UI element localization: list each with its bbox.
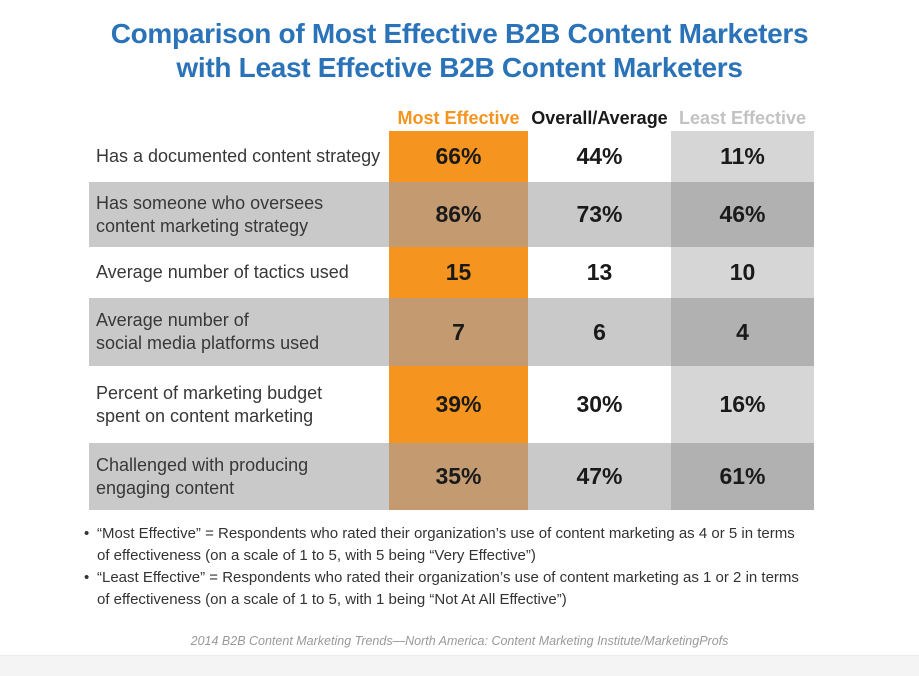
footnote-least-effective: • “Least Effective” = Respondents who rat… — [84, 567, 874, 611]
page-title: Comparison of Most Effective B2B Content… — [0, 17, 919, 85]
comparison-table: Has a documented content strategy 66% 44… — [89, 131, 814, 510]
value-most-effective: 35% — [389, 443, 528, 510]
value-overall-average: 6 — [528, 298, 671, 366]
value-most-effective: 66% — [389, 131, 528, 182]
row-label: Has a documented content strategy — [89, 131, 389, 182]
value-overall-average: 47% — [528, 443, 671, 510]
column-header-most-effective: Most Effective — [397, 108, 520, 128]
footnote-line: • “Most Effective” = Respondents who rate… — [84, 523, 874, 545]
row-label-line: spent on content marketing — [96, 405, 314, 426]
footnote-line: of effectiveness (on a scale of 1 to 5, … — [97, 591, 567, 608]
footnote-line: of effectiveness (on a scale of 1 to 5, … — [97, 547, 536, 564]
table-row: Has someone who oversees content marketi… — [89, 182, 814, 247]
row-label-line: Has a documented content strategy — [96, 146, 381, 166]
row-label-line: Average number of tactics used — [96, 262, 349, 282]
table-row: Has a documented content strategy 66% 44… — [89, 131, 814, 182]
table-row: Average number of social media platforms… — [89, 298, 814, 366]
value-most-effective: 39% — [389, 366, 528, 443]
table-row: Percent of marketing budget spent on con… — [89, 366, 814, 443]
page-title-line-1: Comparison of Most Effective B2B Content… — [110, 18, 809, 49]
value-most-effective: 15 — [389, 247, 528, 298]
value-least-effective: 16% — [671, 366, 814, 443]
row-label-line: Has someone who oversees — [96, 192, 324, 213]
value-overall-average: 13 — [586, 259, 613, 285]
value-least-effective: 61% — [671, 443, 814, 510]
table-row: Average number of tactics used 15 13 10 — [89, 247, 814, 298]
footnote-most-effective: • “Most Effective” = Respondents who rate… — [84, 523, 874, 567]
value-overall-average: 44% — [576, 143, 623, 169]
footnote-text: “Most Effective” = Respondents who rated… — [97, 525, 795, 542]
column-header-least-effective: Least Effective — [678, 108, 807, 128]
table-row: Challenged with producing engaging conte… — [89, 443, 814, 510]
page-title-line-2: with Least Effective B2B Content Markete… — [176, 52, 743, 83]
footnote-text: “Least Effective” = Respondents who rate… — [97, 569, 799, 586]
value-overall-average: 30% — [576, 391, 623, 417]
value-most-effective: 86% — [389, 182, 528, 247]
column-header-overall-average: Overall/Average — [531, 108, 668, 128]
row-label-line: Challenged with producing — [96, 454, 309, 475]
value-least-effective: 11% — [671, 131, 814, 182]
row-label: Average number of tactics used — [89, 247, 389, 298]
source-citation: 2014 B2B Content Marketing Trends—North … — [190, 634, 729, 648]
column-headers: Most Effective Overall/Average Least Eff… — [0, 103, 919, 133]
row-label-line: content marketing strategy — [96, 215, 309, 236]
bullet-icon: • — [84, 525, 90, 542]
value-least-effective: 4 — [671, 298, 814, 366]
value-least-effective: 46% — [671, 182, 814, 247]
bottom-strip — [0, 655, 919, 676]
value-overall-average: 73% — [528, 182, 671, 247]
row-label: Has someone who oversees content marketi… — [89, 182, 389, 247]
footnotes: • “Most Effective” = Respondents who rate… — [84, 523, 874, 611]
row-label-line: social media platforms used — [96, 333, 320, 353]
value-most-effective: 7 — [389, 298, 528, 366]
footnote-line: • “Least Effective” = Respondents who rat… — [84, 567, 874, 589]
row-label-line: Percent of marketing budget — [96, 382, 323, 403]
row-label: Average number of social media platforms… — [89, 298, 389, 366]
row-label-line: engaging content — [96, 477, 235, 498]
bullet-icon: • — [84, 569, 90, 586]
row-label-line: Average number of — [96, 310, 249, 330]
row-label: Percent of marketing budget spent on con… — [89, 366, 389, 443]
row-label: Challenged with producing engaging conte… — [89, 443, 389, 510]
value-least-effective: 10 — [671, 247, 814, 298]
